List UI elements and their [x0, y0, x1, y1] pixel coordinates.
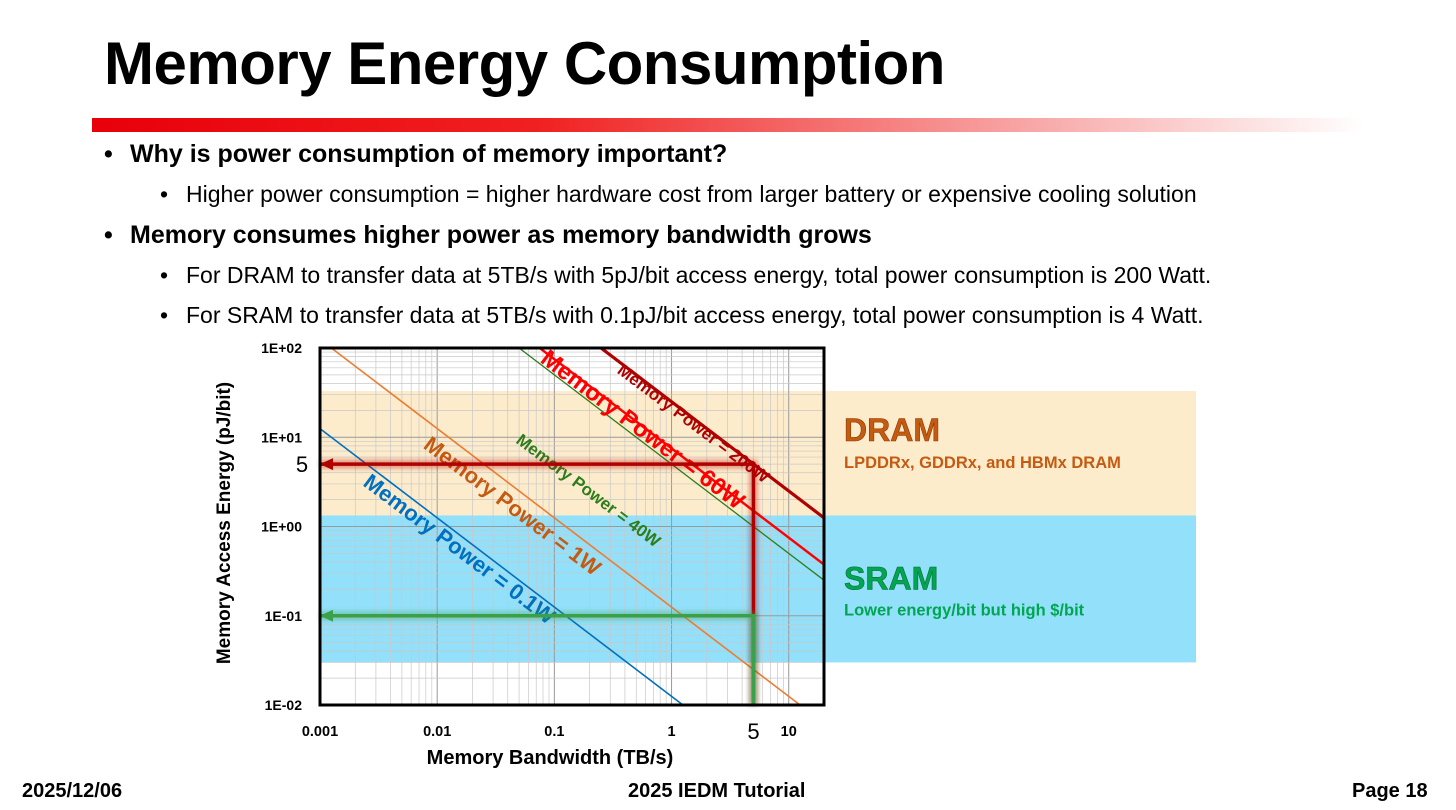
x-annotation-label: 5 [747, 719, 759, 744]
bullet-1: • Why is power consumption of memory impo… [104, 140, 727, 169]
region-band-dram [320, 390, 1196, 516]
highlight-path [320, 614, 756, 705]
region-subtitle-sram: Lower energy/bit but high $/bit [844, 601, 1085, 619]
footer-page: Page 18 [1352, 780, 1428, 802]
region-title-sram: SRAM [844, 560, 938, 596]
slide-title: Memory Energy Consumption [104, 30, 945, 97]
bullet-text: For DRAM to transfer data at 5TB/s with … [186, 262, 1212, 288]
plot-frame [318, 346, 826, 707]
region-title-dram: DRAM [844, 412, 940, 448]
sub-bullet-1: • Higher power consumption = higher hardw… [160, 181, 1197, 208]
y-tick-label: 1E+02 [261, 340, 302, 356]
sub-bullet-2: • For DRAM to transfer data at 5TB/s with… [160, 262, 1211, 289]
bullet-dot: • [104, 221, 113, 249]
bullet-text: For SRAM to transfer data at 5TB/s with … [186, 302, 1204, 328]
footer-date: 2025/12/06 [22, 780, 123, 802]
x-axis-label: Memory Bandwidth (TB/s) [427, 747, 674, 769]
highlight-arrowhead [320, 609, 333, 622]
y-tick-label: 1E+00 [261, 519, 302, 535]
bullet-2: • Memory consumes higher power as memory … [104, 221, 872, 250]
sub-bullet-3: • For SRAM to transfer data at 5TB/s with… [160, 302, 1204, 329]
x-tick-label: 10 [781, 724, 797, 740]
x-tick-label: 0.1 [544, 724, 564, 740]
bullet-dot: • [160, 302, 169, 328]
x-tick-label: 0.01 [423, 724, 451, 740]
bullet-text: Why is power consumption of memory impor… [130, 140, 728, 168]
region-subtitle-dram: LPDDRx, GDDRx, and HBMx DRAM [844, 454, 1121, 472]
bullet-text: Memory consumes higher power as memory b… [130, 221, 872, 249]
series-line [320, 427, 684, 705]
highlight-arrowhead [320, 458, 333, 471]
footer-event: 2025 IEDM Tutorial [628, 780, 806, 802]
x-tick-label: 0.001 [302, 724, 338, 740]
bullet-dot: • [160, 181, 169, 207]
series-line [600, 348, 824, 520]
x-tick-label: 1 [668, 724, 676, 740]
bullet-text: Higher power consumption = higher hardwa… [186, 181, 1197, 207]
bullet-dot: • [160, 262, 169, 288]
series-line [538, 348, 824, 566]
y-axis-label: Memory Access Energy (pJ/bit) [214, 382, 235, 664]
series-line [330, 348, 801, 705]
y-tick-label: 1E+01 [261, 429, 302, 445]
y-tick-label: 1E-01 [265, 608, 303, 624]
y-tick-label: 1E-02 [265, 697, 303, 713]
bullet-dot: • [104, 140, 113, 168]
title-underline-bar [92, 118, 1364, 132]
y-annotation-label: 5 [296, 452, 308, 477]
